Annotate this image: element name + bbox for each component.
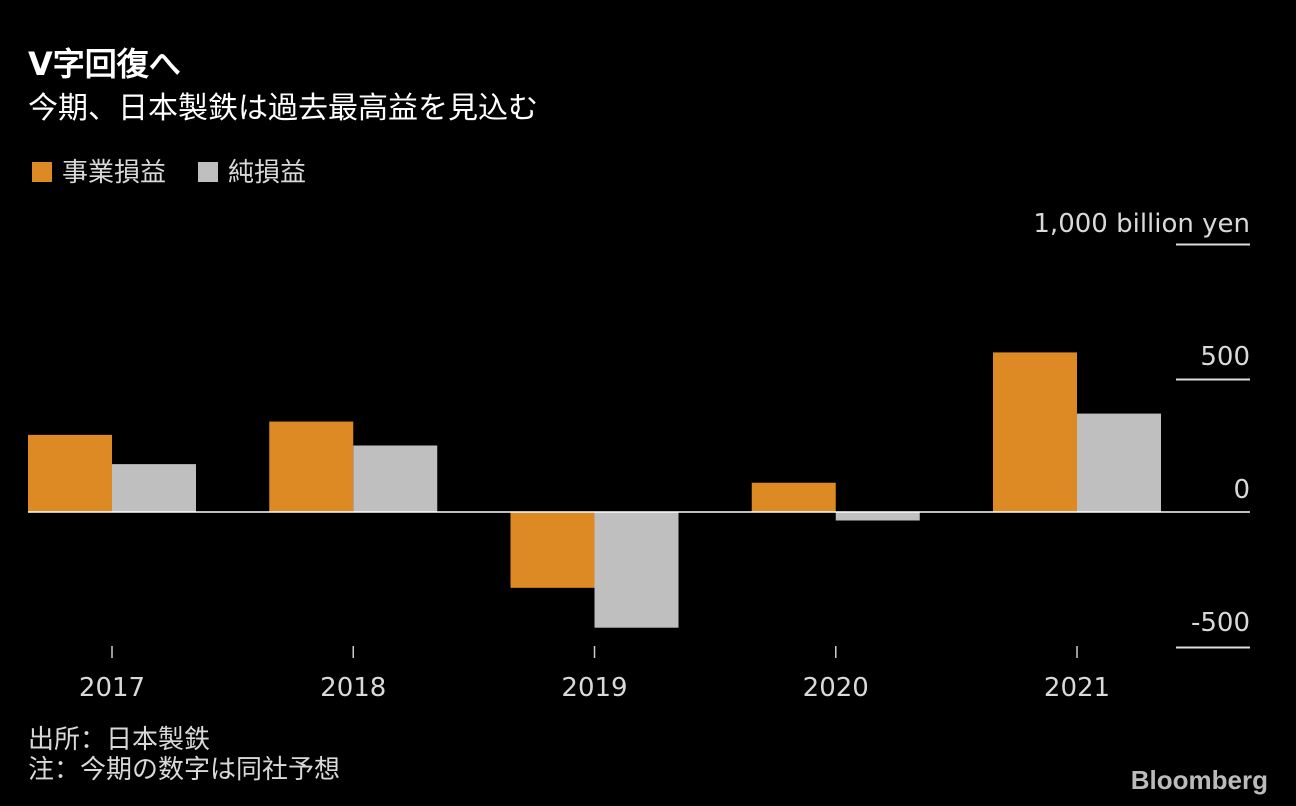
bar-2019-operating — [510, 512, 595, 588]
bar-2020-net — [835, 512, 920, 521]
bar-2018-operating — [269, 421, 354, 512]
bar-2020-operating — [751, 482, 836, 512]
chart-title: V字回復へ — [28, 45, 181, 83]
legend-swatch-net — [198, 162, 218, 182]
x-tick-label: 2019 — [561, 673, 627, 703]
source-note: 出所：日本製鉄 — [28, 725, 210, 755]
y-tick-label: 0 — [1233, 475, 1250, 505]
bar-2017-net — [112, 464, 196, 512]
x-tick-label: 2021 — [1044, 673, 1110, 703]
y-tick-label: 1,000 billion yen — [1033, 209, 1250, 239]
y-tick-label: -500 — [1191, 608, 1250, 638]
x-tick-label: 2017 — [79, 673, 145, 703]
legend-label-net: 純損益 — [228, 158, 306, 188]
y-tick-label: 500 — [1200, 342, 1250, 372]
bar-2019-net — [594, 512, 679, 628]
legend-swatch-operating — [32, 162, 52, 182]
footnote: 注：今期の数字は同社予想 — [28, 755, 340, 785]
bar-2021-operating — [993, 352, 1077, 512]
x-tick-label: 2018 — [320, 673, 386, 703]
bar-2017-operating — [28, 434, 112, 512]
legend: 事業損益 純損益 — [32, 158, 306, 188]
bar-2018-net — [353, 445, 438, 512]
chart-subtitle: 今期、日本製鉄は過去最高益を見込む — [28, 91, 538, 126]
legend-label-operating: 事業損益 — [62, 158, 166, 188]
x-tick-label: 2020 — [803, 673, 869, 703]
bar-2021-net — [1077, 413, 1161, 512]
bloomberg-logo: Bloomberg — [1131, 765, 1268, 795]
